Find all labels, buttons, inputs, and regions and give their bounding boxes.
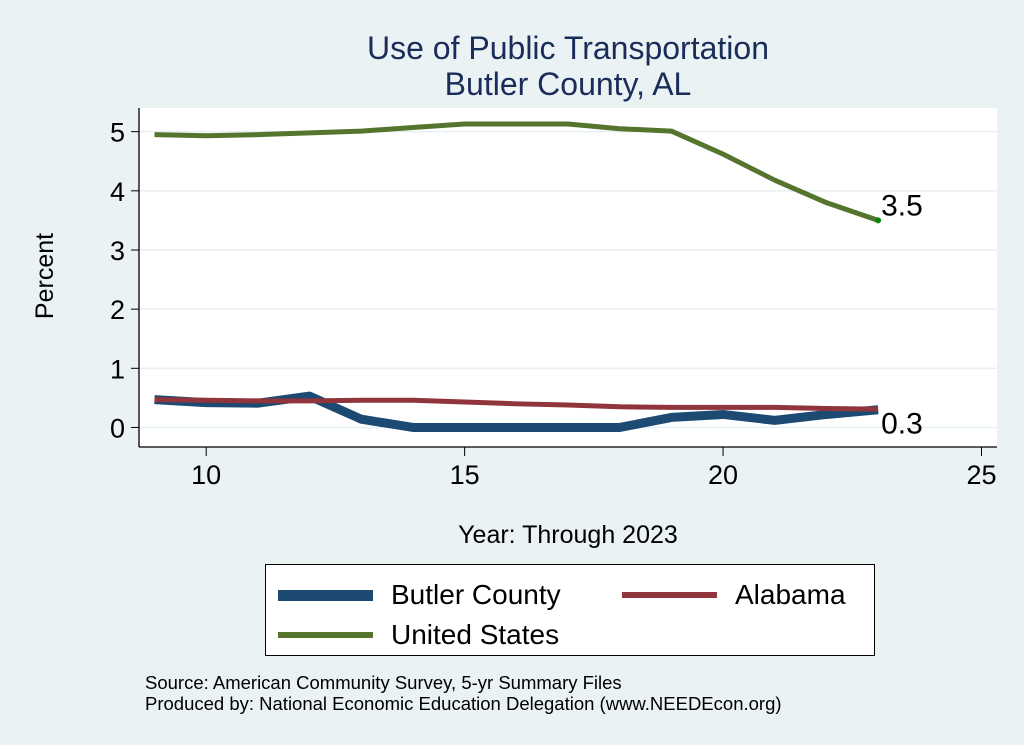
y-tick-label: 2: [110, 295, 125, 325]
legend-label: Alabama: [735, 579, 846, 610]
legend: Butler County Alabama United States: [265, 564, 875, 656]
gridlines: [139, 130, 997, 429]
annotations: 3.5 0.3: [875, 189, 923, 441]
chart-subtitle: Butler County, AL: [444, 66, 692, 102]
data-label: 0.3: [881, 408, 923, 441]
y-tick-label: 3: [110, 236, 125, 266]
chart-title: Use of Public Transportation: [367, 30, 769, 66]
x-tick-label: 10: [191, 460, 221, 490]
end-point-marker: [875, 217, 882, 224]
y-tick-label: 1: [110, 354, 125, 384]
legend-label: United States: [391, 619, 560, 650]
source-note: Source: American Community Survey, 5-yr …: [145, 672, 782, 714]
legend-swatch-butler-county: [278, 589, 373, 601]
plot-area: [139, 108, 997, 447]
legend-swatch-alabama: [622, 592, 717, 598]
legend-item-alabama: Alabama: [622, 579, 846, 611]
x-tick-label: 15: [450, 460, 480, 490]
legend-label: Butler County: [391, 579, 561, 610]
legend-swatch-united-states: [278, 632, 373, 638]
x-tick-label: 20: [708, 460, 738, 490]
x-axis-label: Year: Through 2023: [458, 521, 678, 549]
y-tick-label: 4: [110, 177, 125, 207]
y-axis-label: Percent: [31, 233, 59, 319]
produced-by-text: Produced by: National Economic Education…: [145, 693, 782, 714]
series-line-united-states: [154, 121, 879, 223]
ticks: 0 1 2 3 4 5 10 15 20 25: [110, 118, 997, 490]
source-text: Source: American Community Survey, 5-yr …: [145, 672, 622, 693]
series-layer: [154, 121, 879, 432]
axes: [138, 108, 997, 448]
data-label: 3.5: [881, 189, 923, 222]
legend-item-butler-county: Butler County: [278, 579, 561, 611]
y-tick-label: 0: [110, 413, 125, 443]
x-tick-label: 25: [966, 460, 996, 490]
series-line-alabama: [154, 397, 879, 412]
y-tick-label: 5: [110, 118, 125, 148]
legend-item-united-states: United States: [278, 619, 559, 651]
